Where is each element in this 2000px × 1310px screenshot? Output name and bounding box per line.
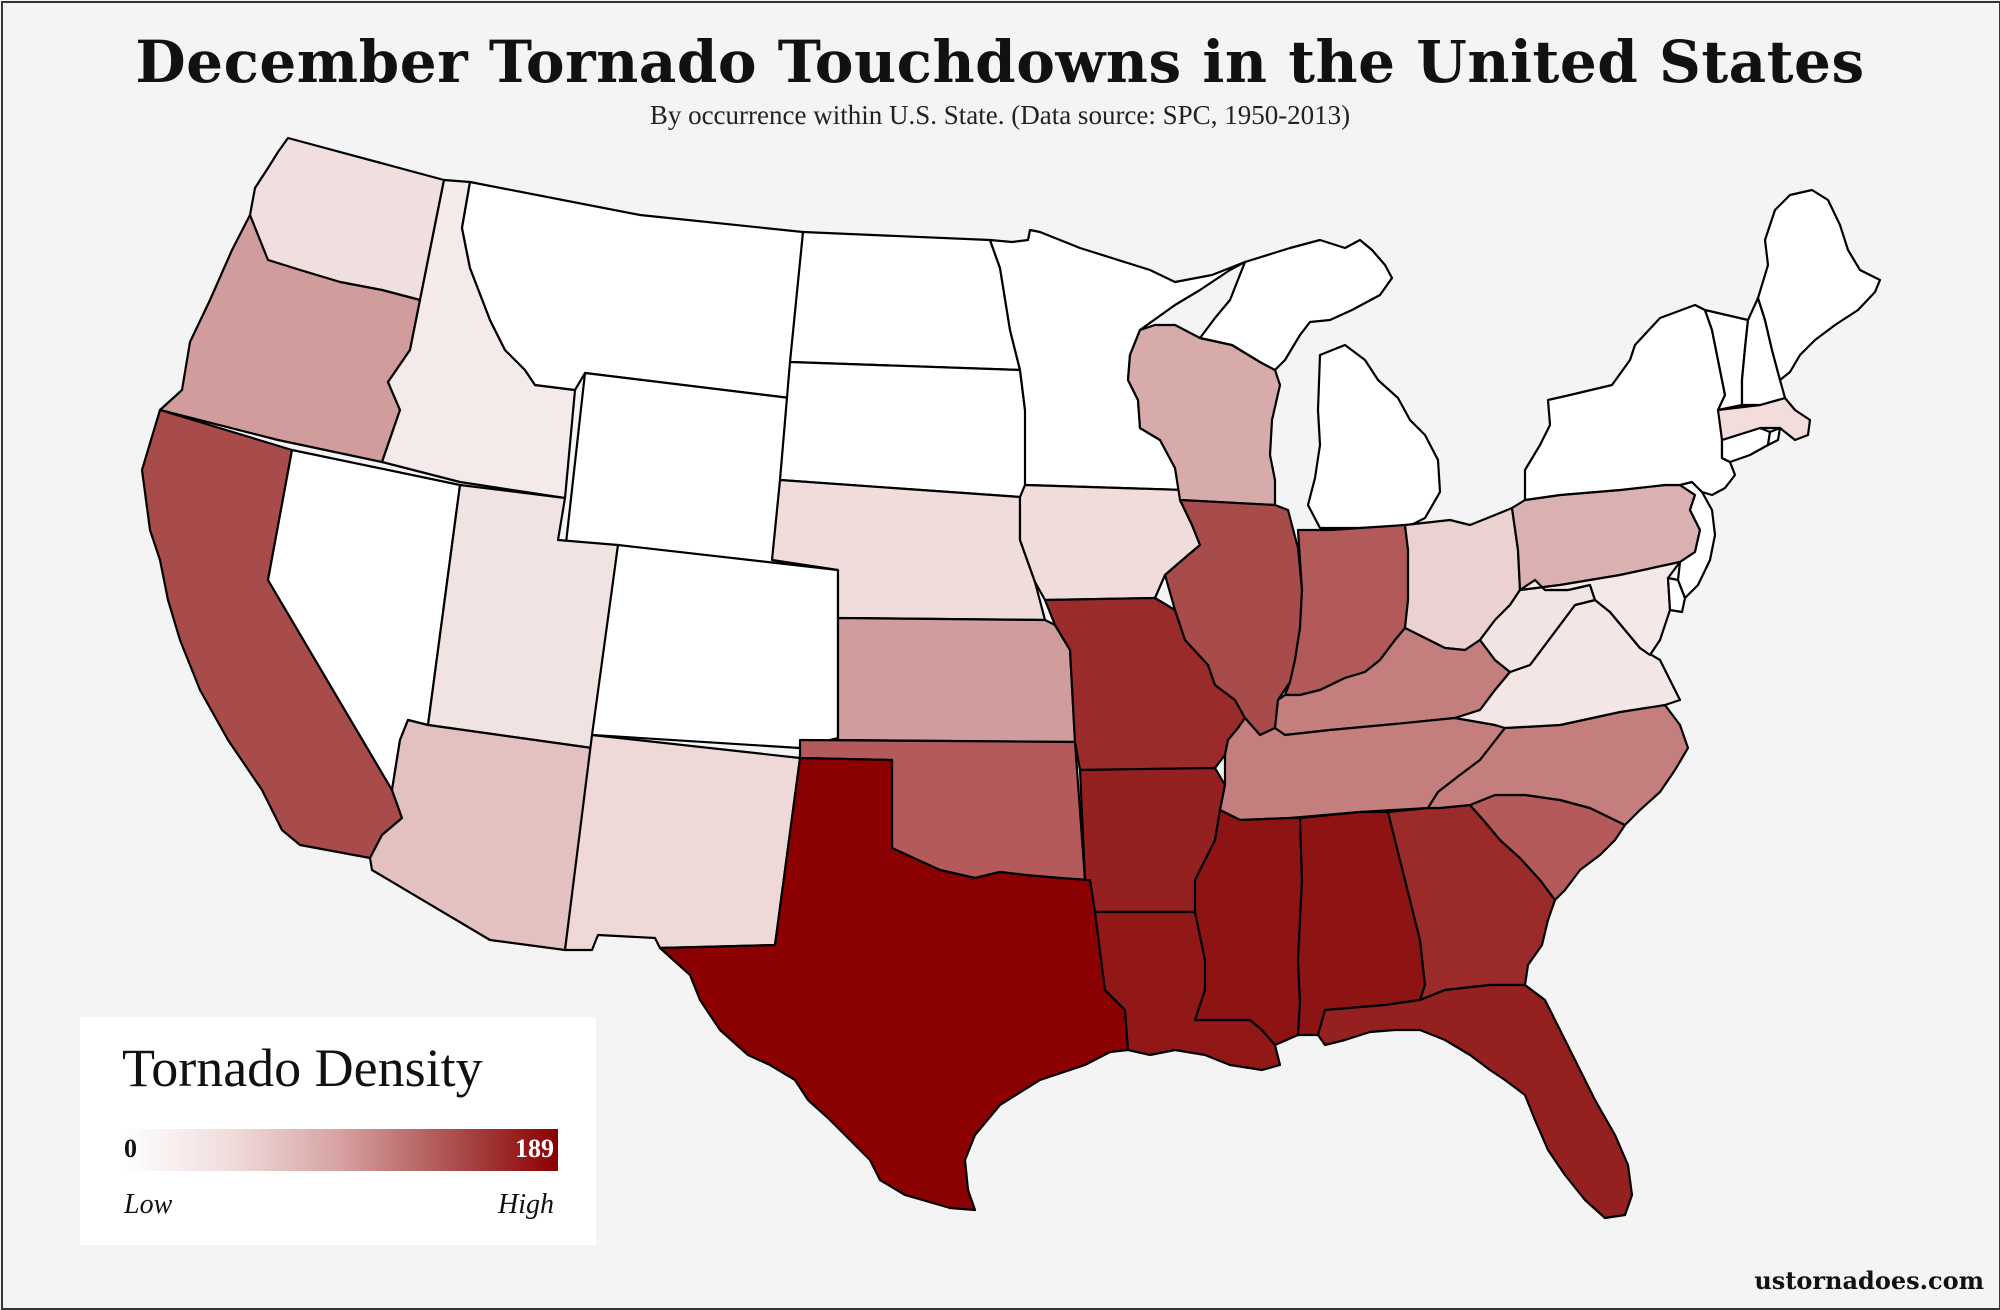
state-new-jersey xyxy=(1676,480,1717,600)
legend-max-value: 189 xyxy=(515,1134,554,1163)
state-maryland xyxy=(1518,560,1682,657)
state-florida xyxy=(1316,983,1634,1220)
state-arizona xyxy=(368,718,594,952)
legend-min-value: 0 xyxy=(124,1134,137,1163)
state-wisconsin xyxy=(1126,323,1282,507)
legend-low-label: Low xyxy=(124,1189,173,1220)
state-texas xyxy=(658,756,1130,1212)
state-new-mexico xyxy=(563,733,802,952)
legend-high-label: High xyxy=(498,1189,554,1220)
state-new-york xyxy=(1523,303,1737,502)
legend-title: Tornado Density xyxy=(122,1038,483,1098)
legend-box: Tornado Density 0 189 Low High xyxy=(80,1017,596,1245)
state-colorado xyxy=(590,543,840,750)
state-rhode-island xyxy=(1766,426,1782,447)
state-maine xyxy=(1756,188,1882,382)
state-delaware xyxy=(1666,576,1687,614)
source-credit: ustornadoes.com xyxy=(1754,1266,1984,1295)
state-north-carolina xyxy=(1426,703,1690,827)
map-subtitle: By occurrence within U.S. State. (Data s… xyxy=(649,100,1351,130)
state-north-dakota xyxy=(788,230,1022,372)
map-title: December Tornado Touchdowns in the Unite… xyxy=(135,28,1865,96)
state-south-dakota xyxy=(778,360,1032,499)
state-michigan xyxy=(1198,238,1442,530)
legend-color-scale xyxy=(122,1129,558,1171)
state-kansas xyxy=(836,616,1077,744)
state-minnesota xyxy=(988,228,1247,492)
